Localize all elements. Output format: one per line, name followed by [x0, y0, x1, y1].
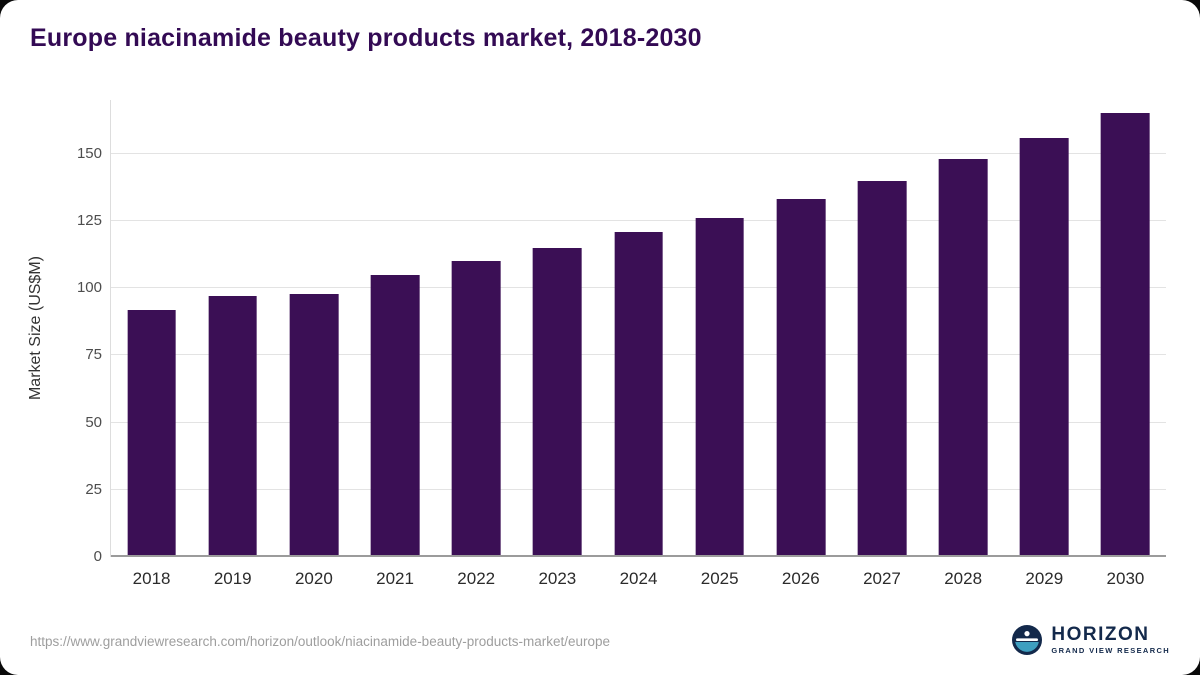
x-tick-label: 2019 — [213, 569, 252, 588]
horizon-logo: HORIZON GRAND VIEW RESEARCH — [1012, 625, 1170, 655]
bar-column: 2022 — [436, 100, 517, 588]
y-axis-label-wrap: Market Size (US$M) — [24, 100, 48, 557]
horizon-logo-text: HORIZON GRAND VIEW RESEARCH — [1051, 625, 1170, 655]
x-tick-label: 2030 — [1106, 569, 1145, 588]
y-tick-label: 100 — [76, 279, 102, 297]
x-tick-label: 2029 — [1025, 569, 1064, 588]
x-tick-label: 2018 — [132, 569, 171, 588]
bar-2026 — [776, 199, 826, 557]
bar-column: 2020 — [273, 100, 354, 588]
bar-column: 2028 — [923, 100, 1004, 588]
bar-column: 2027 — [841, 100, 922, 588]
x-tick-label: 2027 — [863, 569, 901, 588]
y-tick-label: 150 — [76, 144, 102, 162]
x-tick-label: 2024 — [619, 569, 658, 588]
bar-column: 2019 — [192, 100, 273, 588]
bar-2021 — [370, 274, 420, 557]
bar-2028 — [938, 159, 988, 557]
bar-2019 — [208, 296, 258, 557]
gridline — [111, 152, 1166, 154]
bar-column: 2018 — [111, 100, 192, 588]
bar-column: 2030 — [1085, 100, 1166, 588]
x-tick-label: 2025 — [700, 569, 739, 588]
bar-2025 — [695, 218, 745, 557]
bar-2027 — [857, 180, 907, 557]
bar-column: 2029 — [1004, 100, 1085, 588]
bar-2020 — [289, 293, 339, 557]
y-axis-ticks: 0 25 50 75 100 125 150 — [58, 100, 102, 565]
logo-subtitle: GRAND VIEW RESEARCH — [1051, 646, 1170, 656]
horizon-logo-icon — [1012, 625, 1043, 655]
x-tick-label: 2026 — [781, 569, 820, 588]
x-tick-label: 2020 — [294, 569, 333, 588]
bar-column: 2026 — [760, 100, 841, 588]
bar-2030 — [1101, 113, 1150, 557]
bar-column: 2025 — [679, 100, 760, 588]
y-tick-label: 125 — [76, 211, 102, 229]
x-tick-label: 2021 — [376, 569, 414, 588]
bar-2018 — [127, 309, 176, 557]
bar-2029 — [1019, 137, 1069, 557]
plot-area: 2018 2019 2020 2021 2022 2023 2024 2025 2026 2027… — [110, 100, 1166, 588]
x-tick-label: 2023 — [538, 569, 577, 588]
y-axis-label: Market Size (US$M) — [27, 256, 44, 401]
bar-column: 2021 — [354, 100, 435, 588]
bar-2023 — [533, 247, 582, 557]
bar-2024 — [614, 231, 663, 557]
bar-column: 2023 — [517, 100, 598, 588]
x-tick-label: 2028 — [944, 569, 983, 588]
x-tick-label: 2022 — [457, 569, 496, 588]
source-url: https://www.grandviewresearch.com/horizo… — [30, 634, 611, 649]
y-tick-label: 75 — [85, 346, 102, 364]
bar-column: 2024 — [598, 100, 679, 588]
y-tick-label: 0 — [93, 548, 102, 565]
gridline — [111, 219, 1166, 221]
bars-row: 2018 2019 2020 2021 2022 2023 2024 2025 2026 2027… — [111, 100, 1166, 588]
chart-title: Europe niacinamide beauty products marke… — [30, 24, 702, 52]
logo-name: HORIZON — [1051, 624, 1150, 646]
y-tick-label: 25 — [85, 480, 102, 498]
x-axis-baseline — [111, 555, 1166, 557]
y-tick-label: 50 — [85, 413, 102, 431]
bar-2022 — [451, 261, 501, 557]
